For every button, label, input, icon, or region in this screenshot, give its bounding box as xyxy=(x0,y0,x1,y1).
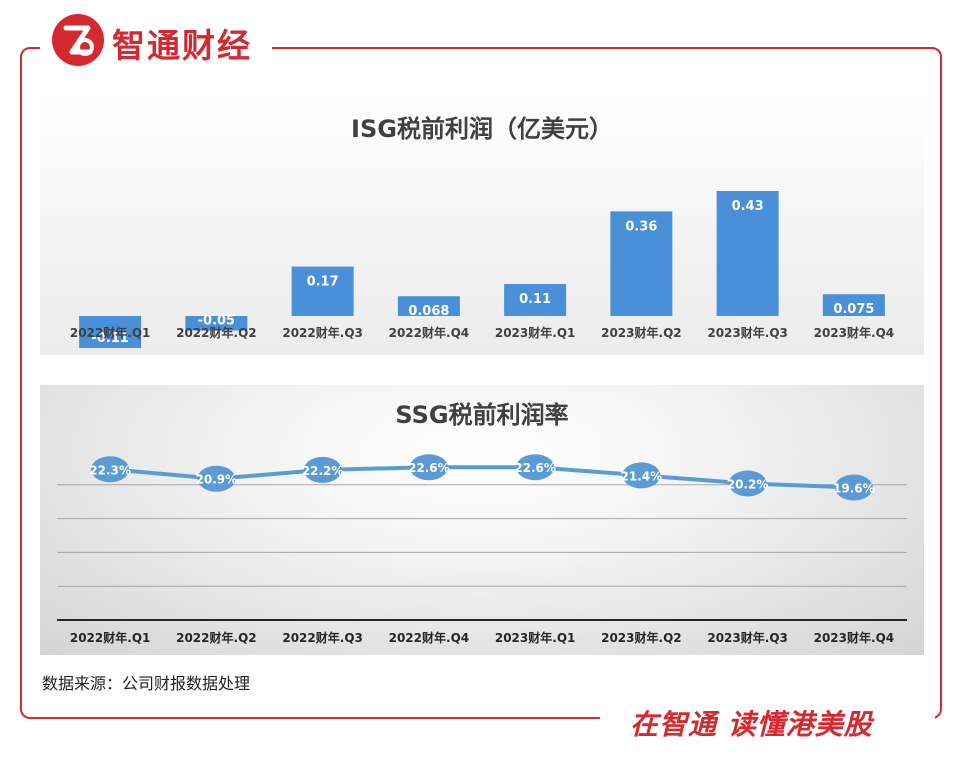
bar xyxy=(79,316,142,348)
data-point xyxy=(834,474,873,501)
data-point xyxy=(197,465,236,492)
x-tick-label: 2022财年.Q2 xyxy=(176,630,257,645)
bar-data-label: 0.11 xyxy=(519,292,551,307)
point-data-label: 20.2% xyxy=(727,477,769,491)
isg-chart-panel: ISG税前利润（亿美元） -0.11 -0.05 0.17 0.068 0.11 0.36… xyxy=(40,92,924,355)
bar xyxy=(397,296,460,316)
data-source-note: 数据来源：公司财报数据处理 xyxy=(42,674,251,693)
point-data-label: 19.6% xyxy=(833,482,875,496)
point-data-label: 21.4% xyxy=(621,469,663,483)
x-tick-label: 2023财年.Q4 xyxy=(814,325,895,340)
point-data-label: 20.9% xyxy=(196,473,238,487)
x-tick-label: 2023财年.Q3 xyxy=(707,630,788,645)
data-point xyxy=(516,454,555,481)
red-frame xyxy=(20,47,942,719)
bar-data-label: 0.36 xyxy=(625,219,657,234)
bar xyxy=(716,191,779,316)
bar-data-label: -0.11 xyxy=(91,331,128,346)
x-tick-label: 2023财年.Q1 xyxy=(495,630,576,645)
bar xyxy=(504,284,567,316)
point-data-label: 22.6% xyxy=(514,461,556,475)
bar-data-label: 0.075 xyxy=(833,302,874,317)
ssg-chart-title: SSG税前利润率 xyxy=(395,401,568,429)
bar-data-label: 0.17 xyxy=(307,275,339,290)
x-tick-label: 2022财年.Q3 xyxy=(282,325,363,340)
x-tick-label: 2023财年.Q3 xyxy=(707,325,788,340)
isg-chart-title: ISG税前利润（亿美元） xyxy=(351,115,613,143)
bar xyxy=(291,266,354,316)
data-point xyxy=(409,454,448,481)
point-data-label: 22.3% xyxy=(89,463,131,477)
x-tick-label: 2023财年.Q1 xyxy=(495,325,576,340)
bar xyxy=(610,211,673,316)
slogan-frame-gap xyxy=(600,700,935,740)
x-tick-label: 2022财年.Q4 xyxy=(389,630,470,645)
bar xyxy=(185,316,248,331)
bar xyxy=(822,294,885,316)
x-tick-label: 2022财年.Q4 xyxy=(389,325,470,340)
x-tick-label: 2022财年.Q1 xyxy=(70,630,151,645)
slogan-text: 在智通 读懂港美股 xyxy=(630,708,873,741)
point-data-label: 22.6% xyxy=(408,461,450,475)
data-point xyxy=(91,456,130,483)
ssg-line-chart: SSG税前利润率 22.3% 20.9% 22.2% 22.6% 22.6% 21.4% 2… xyxy=(57,401,907,645)
ssg-chart-panel: SSG税前利润率 22.3% 20.9% 22.2% 22.6% 22.6% 21.4% 2… xyxy=(40,385,924,655)
bar-data-label: 0.068 xyxy=(408,304,449,319)
data-point xyxy=(622,462,661,489)
point-data-label: 22.2% xyxy=(302,464,344,478)
x-tick-label: 2022财年.Q2 xyxy=(176,325,257,340)
bar-data-label: -0.05 xyxy=(198,314,235,329)
data-point xyxy=(303,456,342,483)
data-point xyxy=(728,470,767,497)
bar-data-label: 0.43 xyxy=(732,199,764,214)
brand-name: 智通财经 xyxy=(112,26,252,65)
x-tick-label: 2023财年.Q2 xyxy=(601,325,682,340)
x-tick-label: 2023财年.Q2 xyxy=(601,630,682,645)
isg-bar-chart: ISG税前利润（亿美元） -0.11 -0.05 0.17 0.068 0.11 0.36… xyxy=(70,115,895,348)
x-tick-label: 2022财年.Q3 xyxy=(282,630,363,645)
brand-logo-icon xyxy=(52,14,104,66)
x-tick-label: 2022财年.Q1 xyxy=(70,325,151,340)
x-tick-label: 2023财年.Q4 xyxy=(814,630,895,645)
